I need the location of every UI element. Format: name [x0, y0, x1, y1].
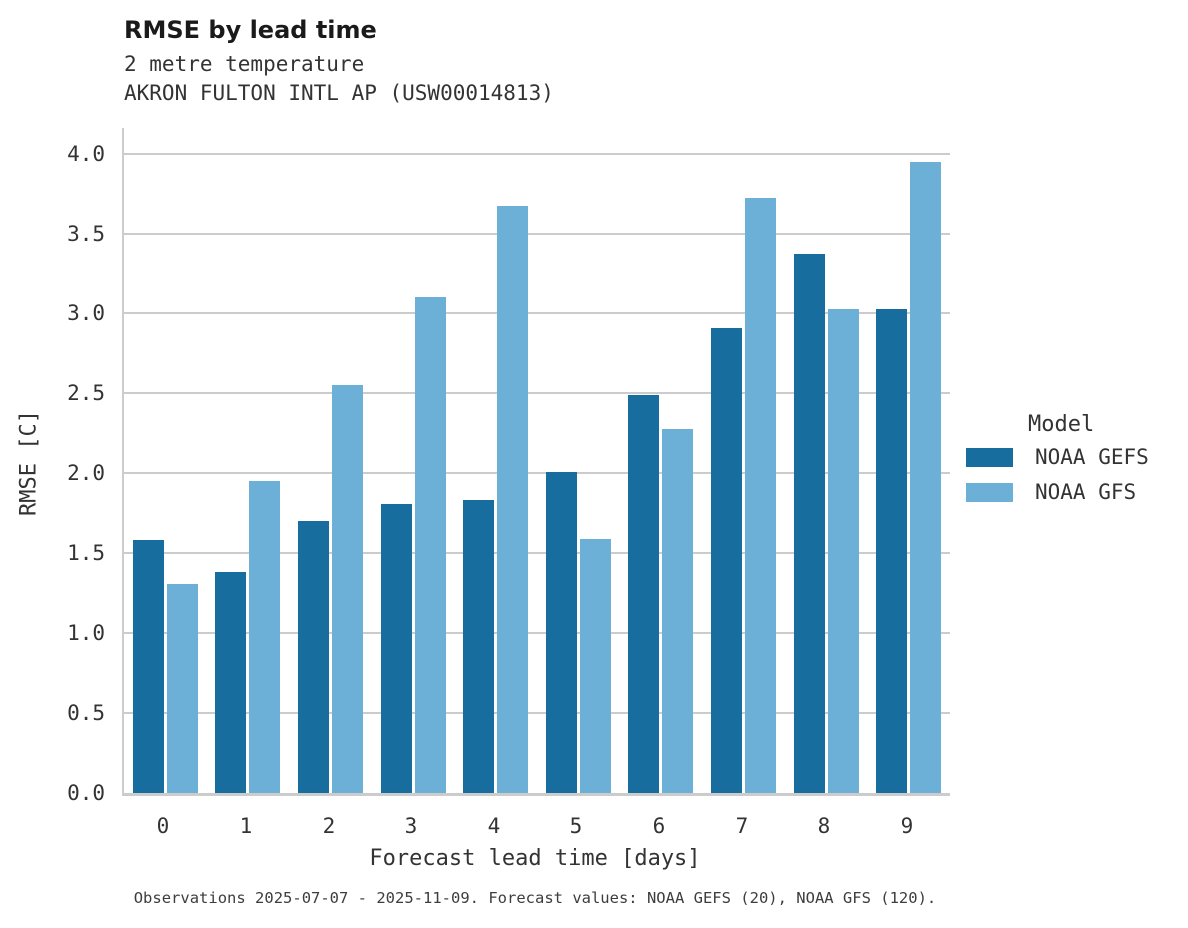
- bar-noaa-gefs-day-4: [463, 500, 494, 793]
- legend-entry-noaa-gefs: NOAA GEFS: [966, 445, 1186, 469]
- bar-noaa-gfs-day-5: [580, 539, 611, 793]
- bar-noaa-gfs-day-1: [249, 481, 280, 793]
- legend-label: NOAA GFS: [1035, 480, 1137, 504]
- bar-noaa-gefs-day-6: [628, 395, 659, 793]
- y-tick-label-4.0: 4.0: [67, 141, 105, 166]
- bar-noaa-gefs-day-1: [215, 572, 246, 793]
- legend-swatch-icon: [966, 447, 1013, 467]
- x-tick-label-1: 1: [239, 814, 253, 838]
- gridline-y-2.0: [124, 472, 950, 475]
- y-tick-label-0.5: 0.5: [67, 701, 105, 726]
- gridline-y-3.0: [124, 312, 950, 315]
- bar-noaa-gfs-day-9: [910, 162, 941, 793]
- bar-noaa-gefs-day-2: [298, 521, 329, 793]
- y-tick-label-1.5: 1.5: [67, 541, 105, 566]
- bar-noaa-gefs-day-3: [381, 504, 412, 793]
- legend-swatch-icon: [966, 482, 1013, 502]
- y-tick-label-0.0: 0.0: [67, 781, 105, 805]
- x-tick-label-6: 6: [652, 814, 666, 838]
- x-tick-label-4: 4: [487, 814, 501, 838]
- footnote-caption: Observations 2025-07-07 - 2025-11-09. Fo…: [133, 889, 937, 907]
- gridline-y-3.5: [124, 232, 950, 235]
- bar-noaa-gfs-day-0: [167, 584, 198, 793]
- bar-noaa-gfs-day-8: [828, 309, 859, 793]
- bar-noaa-gfs-day-3: [415, 297, 446, 793]
- x-tick-label-0: 0: [156, 814, 170, 838]
- bar-noaa-gefs-day-9: [876, 309, 907, 793]
- legend-title: Model: [1028, 412, 1095, 437]
- gridline-y-1.5: [124, 552, 950, 555]
- chart-subtitle-variable: 2 metre temperature: [124, 52, 365, 76]
- bar-noaa-gfs-day-4: [497, 206, 528, 793]
- gridline-y-4.0: [124, 152, 950, 155]
- bar-noaa-gfs-day-7: [745, 198, 776, 793]
- y-tick-label-1.0: 1.0: [67, 621, 105, 646]
- bar-noaa-gefs-day-8: [794, 254, 825, 793]
- y-tick-label-2.0: 2.0: [67, 461, 105, 486]
- y-tick-label-3.0: 3.0: [67, 301, 105, 326]
- x-tick-label-7: 7: [735, 814, 749, 838]
- gridline-y-0.5: [124, 712, 950, 715]
- x-tick-label-9: 9: [900, 814, 914, 838]
- bar-noaa-gfs-day-6: [662, 429, 693, 793]
- gridline-y-2.5: [124, 392, 950, 395]
- plot-area: [122, 128, 950, 796]
- chart-subtitle-station: AKRON FULTON INTL AP (USW00014813): [124, 81, 554, 105]
- y-tick-label-2.5: 2.5: [67, 381, 105, 406]
- bar-noaa-gefs-day-5: [546, 472, 577, 793]
- x-axis-label: Forecast lead time [days]: [369, 846, 701, 871]
- bar-noaa-gefs-day-0: [133, 540, 164, 793]
- legend-label: NOAA GEFS: [1035, 445, 1149, 469]
- legend: Model NOAA GEFS NOAA GFS: [966, 412, 1186, 517]
- x-tick-label-8: 8: [817, 814, 831, 838]
- bar-noaa-gefs-day-7: [711, 328, 742, 793]
- legend-entry-noaa-gfs: NOAA GFS: [966, 480, 1186, 504]
- bar-noaa-gfs-day-2: [332, 385, 363, 793]
- x-tick-label-5: 5: [569, 814, 583, 838]
- y-tick-label-3.5: 3.5: [67, 221, 105, 246]
- gridline-y-1.0: [124, 632, 950, 635]
- x-tick-label-2: 2: [322, 814, 336, 838]
- x-tick-label-3: 3: [404, 814, 418, 838]
- chart-title: RMSE by lead time: [124, 16, 377, 44]
